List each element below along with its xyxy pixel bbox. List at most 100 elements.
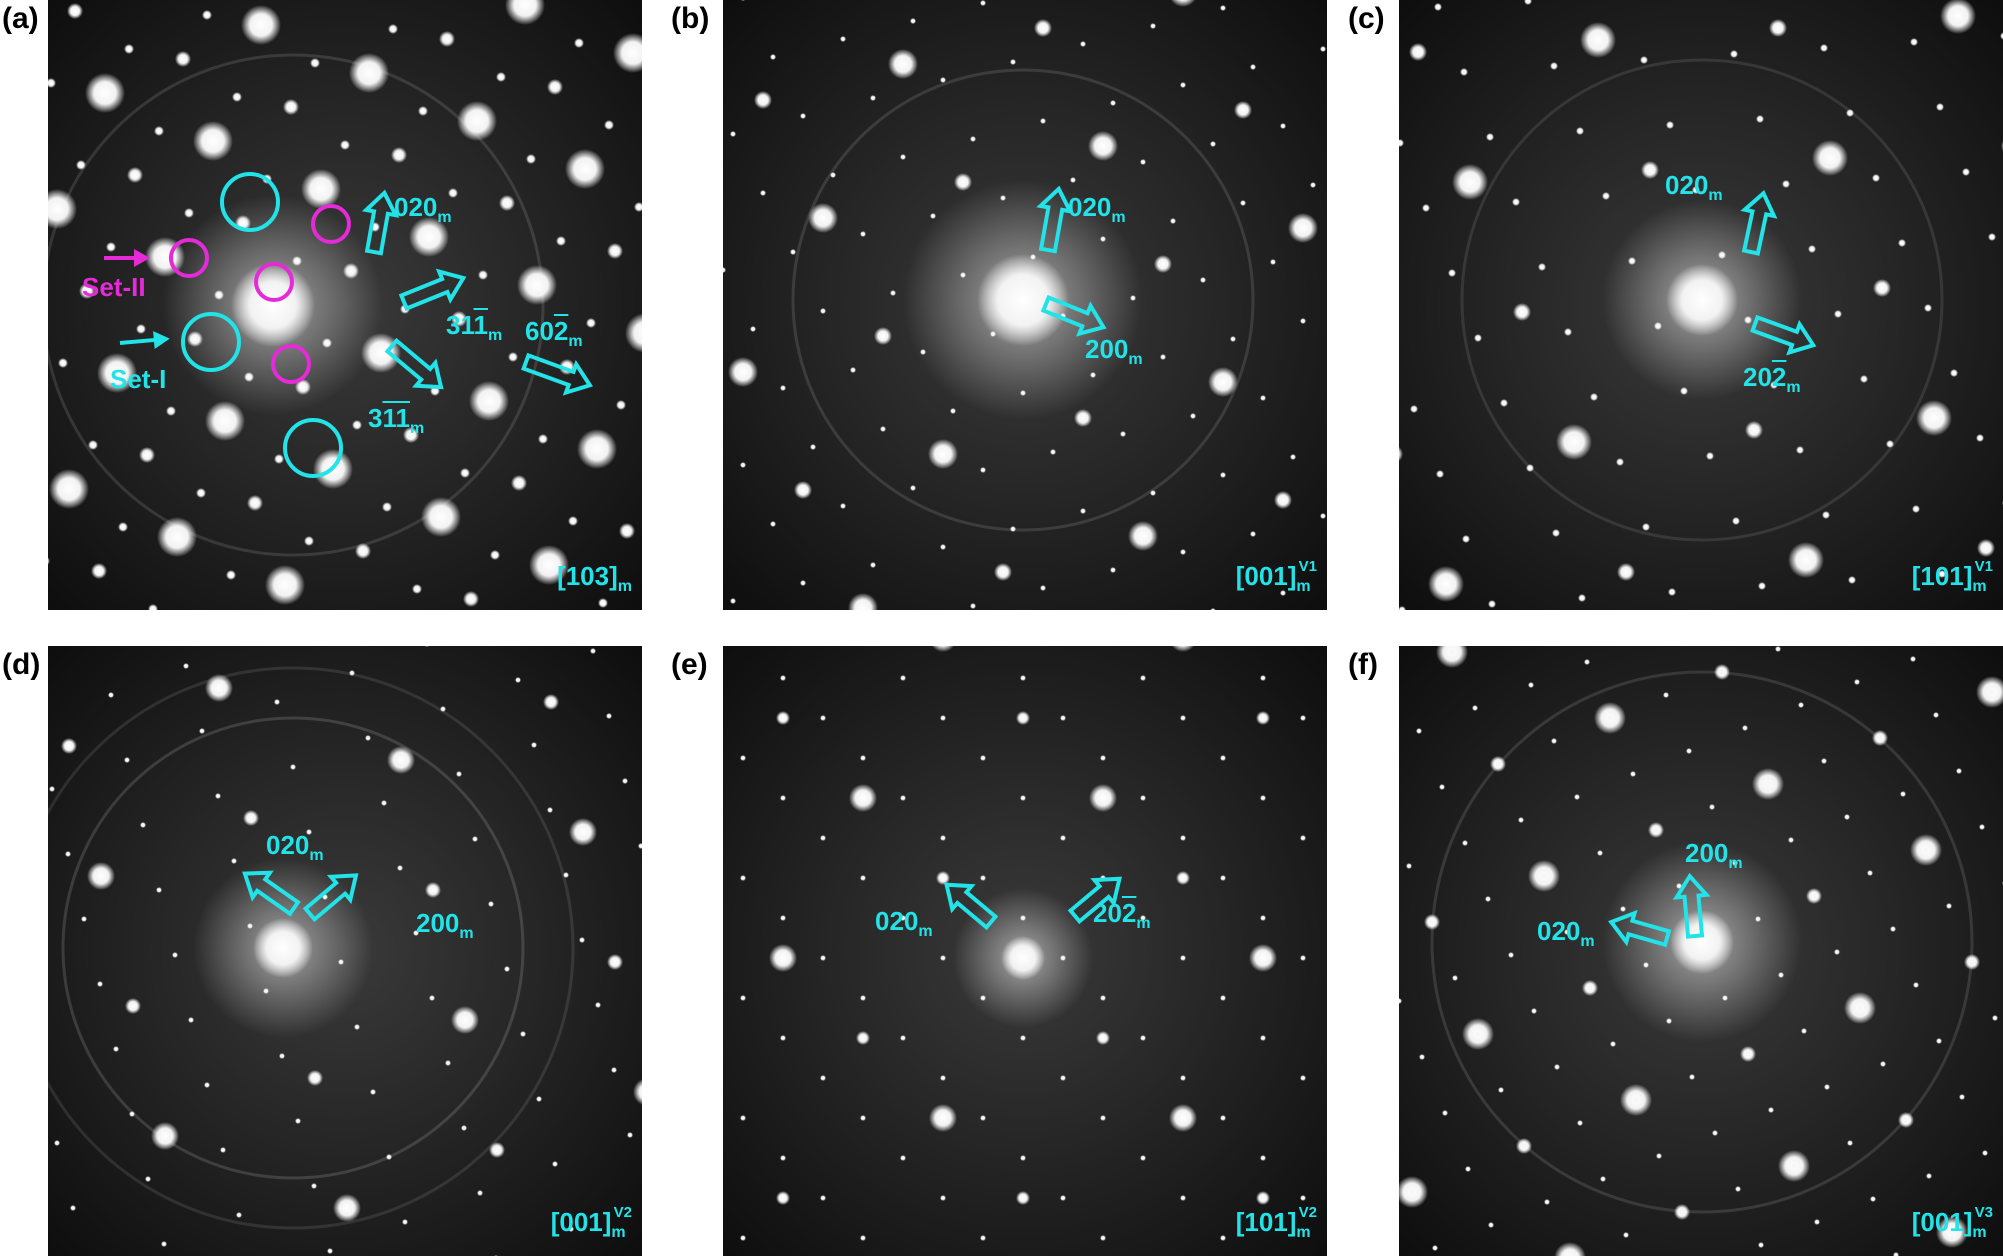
diffraction-spot	[1602, 192, 1610, 200]
diffraction-spot	[1564, 929, 1570, 935]
diffraction-spot	[67, 3, 83, 19]
diffraction-spot	[412, 584, 422, 594]
diffraction-spot	[1416, 728, 1422, 734]
diffraction-spot	[154, 126, 164, 136]
diffraction-spot	[1798, 702, 1804, 708]
diffraction-spot	[81, 916, 87, 922]
diffraction-spot	[279, 1053, 285, 1059]
diffraction-spot	[794, 481, 812, 499]
diffraction-spot	[1526, 464, 1534, 472]
diffraction-spot	[1220, 995, 1226, 1001]
diffraction-spot	[1867, 870, 1873, 876]
diffraction-spot	[1689, 1074, 1695, 1080]
diffraction-spot	[451, 1006, 479, 1034]
diffraction-spot	[1020, 675, 1026, 681]
diffraction-spot	[113, 1046, 119, 1052]
diffraction-spot	[1880, 1061, 1886, 1067]
diffraction-spot	[1429, 919, 1435, 925]
diffraction-spot	[780, 675, 786, 681]
diffraction-spot	[1886, 440, 1894, 448]
diffraction-spot	[340, 140, 350, 150]
diffraction-spot	[1962, 168, 1970, 176]
diffraction-spot	[307, 1070, 323, 1086]
diffraction-spot	[800, 113, 806, 119]
diffraction-spot	[1933, 712, 1939, 718]
diffraction-spot	[1498, 1087, 1504, 1093]
diffraction-spot	[125, 998, 141, 1014]
diffraction-spot	[929, 1104, 957, 1132]
diffraction-spot	[1260, 1035, 1266, 1041]
diffraction-spot	[1432, 1245, 1438, 1251]
diffraction-spot	[1460, 68, 1468, 76]
diffraction-spot	[202, 10, 212, 20]
diffraction-spot	[1160, 354, 1166, 360]
diffraction-spot	[333, 1194, 361, 1222]
diffraction-spot	[1744, 316, 1752, 324]
diffraction-spot	[461, 1125, 467, 1131]
central-beam	[231, 263, 315, 347]
diffraction-spot	[58, 358, 68, 368]
diffraction-spot	[1508, 952, 1514, 958]
diffraction-spot	[1653, 827, 1659, 833]
diffraction-spot	[520, 1031, 526, 1037]
diffraction-spot	[1300, 715, 1306, 721]
diffraction-spot	[563, 872, 569, 878]
diffraction-spot	[800, 580, 806, 586]
diffraction-spot	[1060, 1195, 1066, 1201]
diffraction-spot	[1100, 755, 1106, 761]
diffraction-spot	[1300, 318, 1306, 324]
diffraction-spot	[856, 1031, 870, 1045]
diffraction-spot	[49, 786, 55, 792]
diffraction-panel-b: 020m 200m [001]mV1	[723, 0, 1327, 610]
diffraction-spot	[1732, 517, 1740, 525]
diffraction-spot	[511, 475, 527, 491]
diffraction-spot	[1554, 1242, 1586, 1256]
diffraction-spot	[381, 800, 387, 806]
diffraction-spot	[247, 923, 253, 929]
diffraction-spot	[231, 858, 237, 864]
diffraction-spot	[172, 952, 178, 958]
panel-d-letter: (d)	[2, 648, 41, 681]
diffraction-spot	[48, 78, 56, 88]
diffraction-spot	[994, 563, 1012, 581]
diffraction-spot	[1600, 1176, 1606, 1182]
diffraction-spot	[1180, 549, 1186, 555]
diffraction-spot	[1551, 738, 1557, 744]
diffraction-spot	[1788, 837, 1794, 843]
diffraction-pattern-e	[723, 646, 1327, 1256]
diffraction-panel-e: 020m 202m [101]mV2	[723, 646, 1327, 1256]
diffraction-spot	[349, 670, 355, 676]
diffraction-spot	[1240, 200, 1246, 206]
diffraction-spot	[1260, 675, 1266, 681]
diffraction-spot	[1270, 259, 1276, 265]
diffraction-spot	[489, 1142, 505, 1158]
diffraction-pattern-a	[48, 0, 642, 610]
diffraction-spot	[820, 1195, 826, 1201]
diffraction-spot	[860, 1235, 866, 1241]
diffraction-spot	[577, 429, 617, 469]
diffraction-spot	[1938, 570, 1946, 578]
diffraction-spot	[880, 426, 886, 432]
diffraction-pattern-f	[1399, 646, 2003, 1256]
diffraction-spot	[529, 545, 569, 585]
arrow-3-1-1	[384, 337, 444, 390]
diffraction-spot	[900, 154, 906, 160]
diffraction-spot	[456, 771, 462, 777]
diffraction-spot	[1633, 1097, 1639, 1103]
diffraction-spot	[860, 875, 866, 881]
diffraction-spot	[193, 121, 233, 161]
arrow-020	[944, 882, 999, 931]
diffraction-spot	[547, 79, 563, 95]
diffraction-spot	[1913, 982, 1919, 988]
diffraction-spot	[205, 401, 245, 441]
arrow-020	[361, 189, 400, 256]
diffraction-spot	[402, 1219, 408, 1225]
diffraction-spot	[1434, 3, 1442, 11]
diffraction-spot	[1220, 1115, 1226, 1121]
diffraction-spot	[1399, 606, 1406, 610]
diffraction-spot	[830, 172, 836, 178]
diffraction-spot	[1452, 975, 1458, 981]
diffraction-spot	[496, 72, 506, 82]
diffraction-spot	[1959, 1094, 1965, 1100]
diffraction-spot	[1256, 1191, 1270, 1205]
